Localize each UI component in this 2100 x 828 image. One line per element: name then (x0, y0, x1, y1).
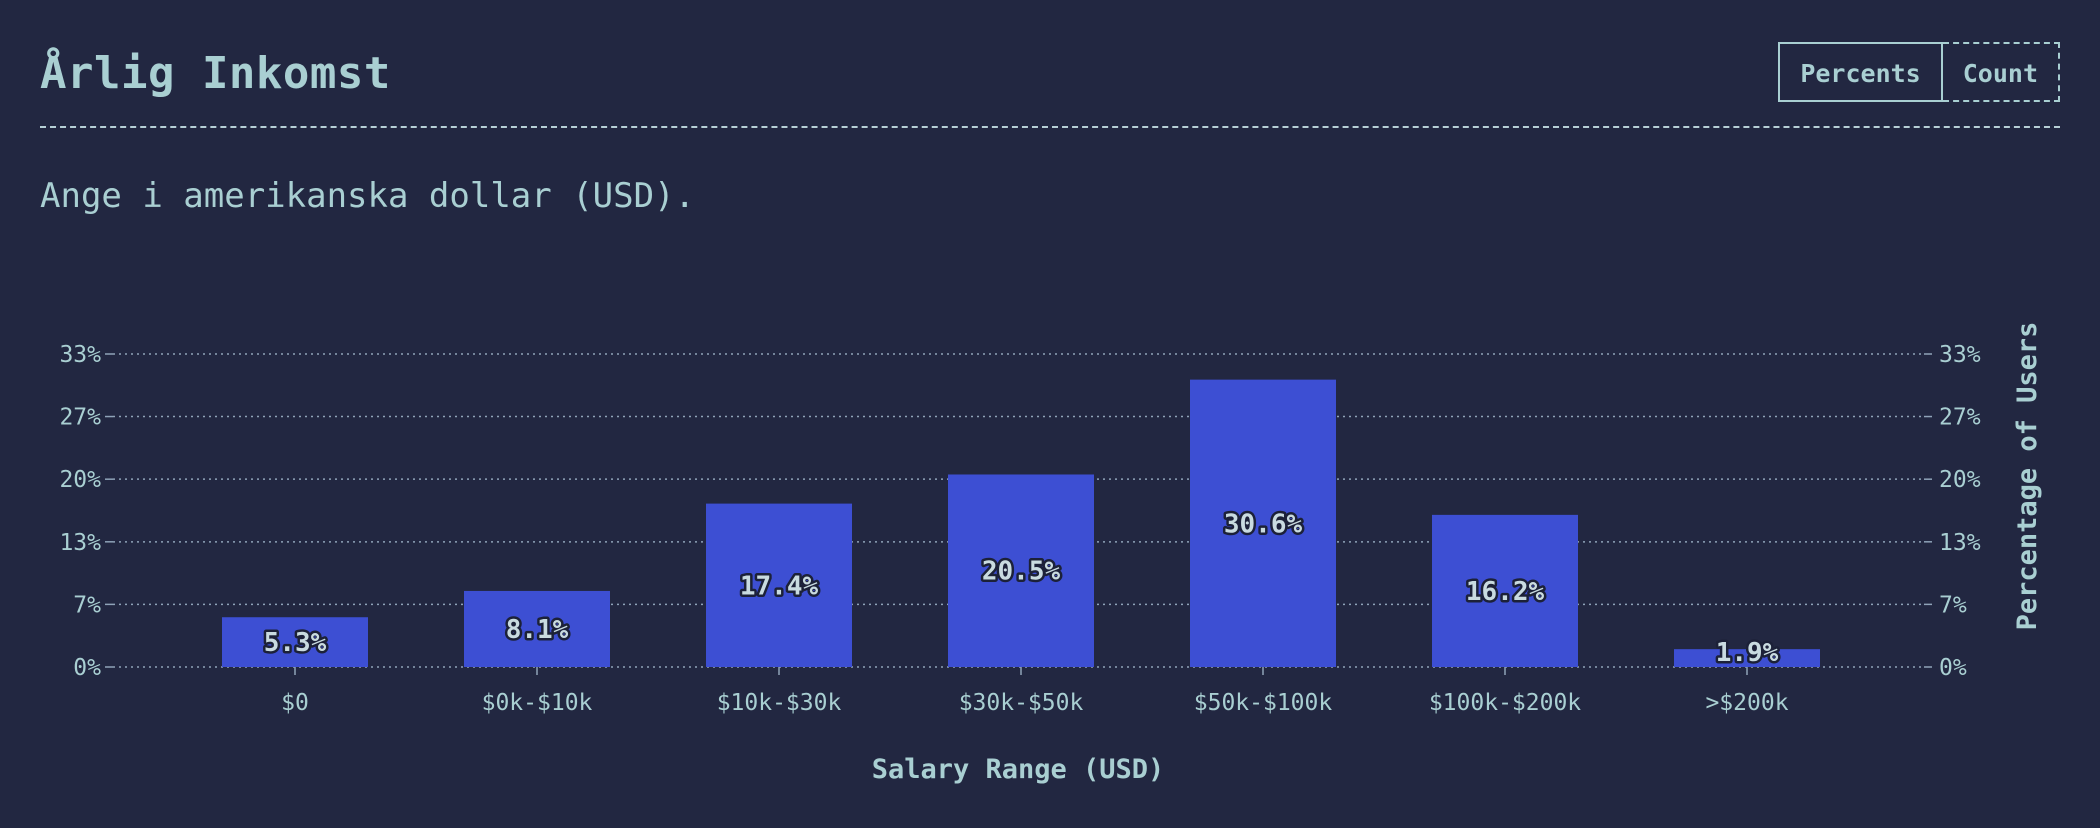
page-title: Årlig Inkomst (40, 48, 391, 99)
bar (948, 474, 1094, 667)
bar (1432, 514, 1578, 667)
bar (222, 617, 368, 667)
y-tick-label-left: 7% (73, 592, 101, 618)
x-tick-label: $30k-$50k (959, 690, 1084, 716)
x-tick-label: >$200k (1705, 690, 1788, 716)
y-tick-label-left: 0% (73, 655, 101, 681)
x-tick-label: $50k-$100k (1194, 690, 1333, 716)
y-tick-label-left: 13% (59, 530, 101, 556)
y-tick-label-right: 27% (1939, 405, 1981, 431)
y-tick-label-right: 13% (1939, 530, 1981, 556)
bar-value-label: 30.6% (1224, 509, 1303, 539)
count-toggle-button[interactable]: Count (1942, 42, 2060, 102)
y-tick-label-left: 20% (59, 467, 101, 493)
bar-value-label: 8.1% (506, 615, 569, 645)
y-tick-label-left: 27% (59, 405, 101, 431)
bar (464, 590, 610, 667)
bar (706, 503, 852, 667)
x-tick-label: $10k-$30k (717, 690, 842, 716)
x-tick-label: $0k-$10k (482, 690, 593, 716)
bar-value-label: 17.4% (740, 571, 819, 601)
bar (1674, 649, 1820, 667)
y-tick-label-left: 33% (59, 342, 101, 368)
y-axis-title: Percentage of Users (2012, 322, 2043, 631)
y-tick-label-right: 7% (1939, 592, 1967, 618)
x-tick-label: $0 (281, 690, 309, 716)
view-toggle: Percents Count (1778, 42, 2060, 102)
bar-value-label: 5.3% (264, 628, 327, 658)
x-tick-label: $100k-$200k (1429, 690, 1581, 716)
bar-value-label: 16.2% (1466, 577, 1545, 607)
bar (1190, 379, 1336, 667)
question-subtitle: Ange i amerikanska dollar (USD). (40, 176, 696, 216)
y-tick-label-right: 33% (1939, 342, 1981, 368)
x-axis-title: Salary Range (USD) (872, 754, 1165, 785)
y-tick-label-right: 20% (1939, 467, 1981, 493)
bar-value-label: 1.9% (1716, 638, 1779, 668)
bar-value-label: 20.5% (982, 557, 1061, 587)
y-tick-label-right: 0% (1939, 655, 1967, 681)
chart-header: Årlig Inkomst Percents Count (40, 30, 2060, 128)
percents-toggle-button[interactable]: Percents (1778, 42, 1943, 102)
